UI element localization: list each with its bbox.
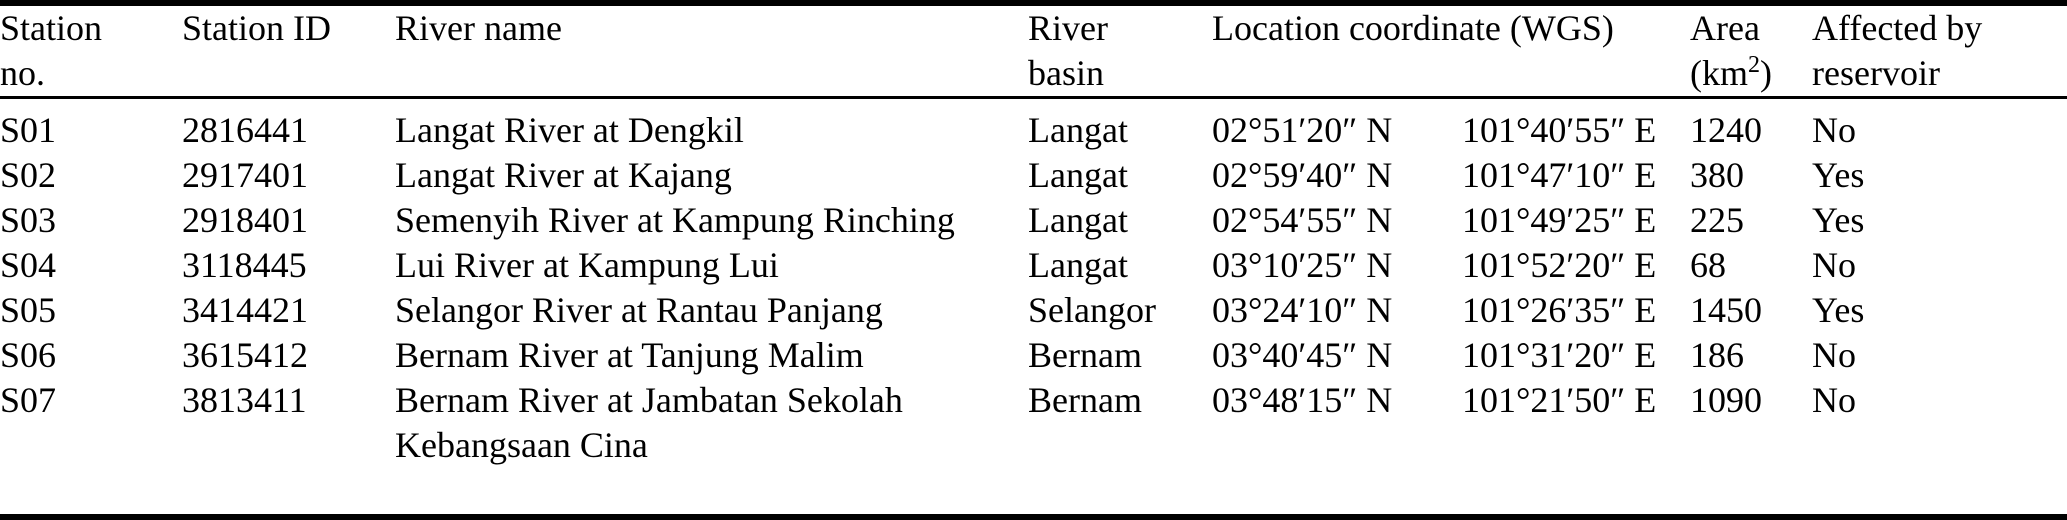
table-body: S01 2816441 Langat River at Dengkil Lang… [0, 98, 2067, 469]
cell-affected: Yes [1812, 290, 1865, 330]
cell-coord-e: 101°31′20″ E [1462, 335, 1657, 375]
cell-affected: Yes [1812, 200, 1865, 240]
col-header-location: Location coordinate (WGS) [1212, 6, 1691, 99]
cell-area: 1450 [1690, 290, 1763, 330]
col-header-location-label: Location coordinate (WGS) [1212, 8, 1614, 48]
cell-station-no: S04 [0, 245, 57, 285]
cell-river-name: Semenyih River at Kampung Rinching [395, 200, 955, 240]
table-row: S04 3118445 Lui River at Kampung Lui Lan… [0, 243, 2067, 288]
cell-station-id: 2917401 [182, 155, 308, 195]
col-header-river-name: River name [395, 6, 1028, 99]
cell-affected: No [1812, 335, 1857, 375]
cell-coord-e: 101°26′35″ E [1462, 290, 1657, 330]
cell-river-basin: Bernam [1028, 335, 1142, 375]
cell-river-basin: Langat [1028, 245, 1128, 285]
cell-coord-n: 03°40′45″ N [1212, 335, 1393, 375]
cell-station-no: S07 [0, 380, 57, 420]
cell-coord-e: 101°49′25″ E [1462, 200, 1657, 240]
col-header-station-id: Station ID [182, 6, 395, 99]
cell-river-basin: Langat [1028, 200, 1128, 240]
cell-river-basin: Langat [1028, 110, 1128, 150]
col-header-river-basin-line2: basin [1028, 53, 1104, 93]
area-unit-suffix: ) [1760, 53, 1773, 93]
cell-station-no: S06 [0, 335, 57, 375]
cell-coord-n: 03°48′15″ N [1212, 380, 1393, 420]
table-row: S07 3813411 Bernam River at Jambatan Sek… [0, 378, 2067, 468]
cell-coord-n: 03°10′25″ N [1212, 245, 1393, 285]
col-header-area-line1: Area [1690, 8, 1760, 48]
cell-area: 68 [1690, 245, 1727, 285]
cell-coord-n: 02°59′40″ N [1212, 155, 1393, 195]
cell-affected: Yes [1812, 155, 1865, 195]
cell-river-name: Lui River at Kampung Lui [395, 245, 779, 285]
cell-affected: No [1812, 245, 1857, 285]
header-row: Station no. Station ID River name River … [0, 6, 2067, 99]
area-unit-exponent: 2 [1748, 52, 1761, 78]
table-row: S01 2816441 Langat River at Dengkil Lang… [0, 98, 2067, 154]
cell-affected: No [1812, 110, 1857, 150]
cell-coord-e: 101°40′55″ E [1462, 110, 1657, 150]
table-row: S05 3414421 Selangor River at Rantau Pan… [0, 288, 2067, 333]
col-header-river-basin-line1: River [1028, 8, 1108, 48]
cell-station-id: 3813411 [182, 380, 307, 420]
col-header-river-name-label: River name [395, 8, 562, 48]
cell-river-basin: Langat [1028, 155, 1128, 195]
cell-river-name: Langat River at Kajang [395, 155, 732, 195]
cell-coord-n: 02°54′55″ N [1212, 200, 1393, 240]
cell-station-no: S01 [0, 110, 57, 150]
cell-station-no: S05 [0, 290, 57, 330]
area-unit-prefix: (km [1690, 53, 1749, 93]
cell-station-id: 2918401 [182, 200, 308, 240]
cell-river-basin: Bernam [1028, 380, 1142, 420]
table-row: S03 2918401 Semenyih River at Kampung Ri… [0, 198, 2067, 243]
cell-station-no: S02 [0, 155, 57, 195]
table-row: S06 3615412 Bernam River at Tanjung Mali… [0, 333, 2067, 378]
col-header-station-id-label: Station ID [182, 8, 331, 48]
col-header-river-basin: River basin [1028, 6, 1212, 99]
col-header-station-no: Station no. [0, 6, 182, 99]
cell-river-basin: Selangor [1028, 290, 1156, 330]
cell-coord-n: 03°24′10″ N [1212, 290, 1393, 330]
cell-station-id: 3615412 [182, 335, 308, 375]
cell-station-no: S03 [0, 200, 57, 240]
col-header-station-no-line1: Station [0, 8, 103, 48]
cell-affected: No [1812, 380, 1857, 420]
col-header-area-unit: (km2) [1690, 51, 1812, 96]
table-row: S02 2917401 Langat River at Kajang Langa… [0, 153, 2067, 198]
cell-area: 225 [1690, 200, 1745, 240]
cell-area: 1090 [1690, 380, 1763, 420]
col-header-affected: Affected by reservoir [1812, 6, 2067, 99]
cell-river-name: Langat River at Dengkil [395, 110, 744, 150]
cell-station-id: 3118445 [182, 245, 307, 285]
cell-station-id: 2816441 [182, 110, 308, 150]
cell-area: 186 [1690, 335, 1745, 375]
table-header: Station no. Station ID River name River … [0, 6, 2067, 99]
cell-coord-n: 02°51′20″ N [1212, 110, 1393, 150]
col-header-affected-line2: reservoir [1812, 53, 1940, 93]
cell-area: 1240 [1690, 110, 1763, 150]
cell-river-name: Bernam River at Tanjung Malim [395, 335, 864, 375]
cell-river-name: Selangor River at Rantau Panjang [395, 290, 883, 330]
cell-coord-e: 101°52′20″ E [1462, 245, 1657, 285]
cell-river-name: Bernam River at Jambatan Sekolah Kebangs… [395, 380, 903, 465]
col-header-affected-line1: Affected by [1812, 8, 1983, 48]
cell-coord-e: 101°47′10″ E [1462, 155, 1657, 195]
cell-station-id: 3414421 [182, 290, 308, 330]
col-header-station-no-line2: no. [0, 53, 45, 93]
cell-coord-e: 101°21′50″ E [1462, 380, 1657, 420]
stations-table: Station no. Station ID River name River … [0, 6, 2067, 468]
cell-area: 380 [1690, 155, 1745, 195]
col-header-area: Area (km2) [1690, 6, 1813, 99]
